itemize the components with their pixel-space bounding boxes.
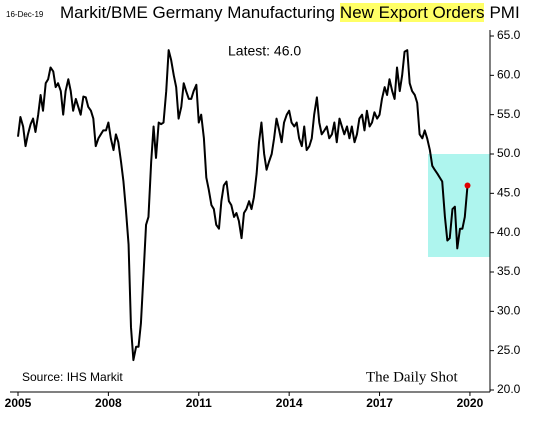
y-tick-label: 30.0 xyxy=(497,304,521,318)
title-part: PMI xyxy=(489,3,520,22)
y-tick-label: 40.0 xyxy=(497,225,521,239)
y-tick-label: 25.0 xyxy=(497,343,521,357)
y-tick-label: 35.0 xyxy=(497,264,521,278)
y-tick-label: 55.0 xyxy=(497,107,521,121)
x-tick-label: 2017 xyxy=(366,396,393,410)
y-tick-label: 20.0 xyxy=(497,382,521,396)
title-highlight: New Export Orders xyxy=(339,3,485,22)
source: Source: IHS Markit xyxy=(22,370,123,384)
y-tick-label: 60.0 xyxy=(497,68,521,82)
date: 16-Dec-19 xyxy=(6,10,44,19)
x-tick-label: 2014 xyxy=(276,396,303,410)
y-tick-label: 50.0 xyxy=(497,146,521,160)
series-line xyxy=(17,49,469,362)
brand: The Daily Shot xyxy=(366,369,458,385)
annotation: Latest: 46.0 xyxy=(228,43,301,59)
x-tick-label: 2011 xyxy=(186,396,212,410)
x-tick-label: 2020 xyxy=(457,396,484,410)
latest-marker xyxy=(464,182,471,189)
y-tick-label: 65.0 xyxy=(497,28,521,42)
x-tick-label: 2008 xyxy=(95,396,122,410)
y-tick-label: 45.0 xyxy=(497,186,521,200)
chart-title: Markit/BME Germany Manufacturing New Expo… xyxy=(60,3,525,23)
x-tick-label: 2005 xyxy=(5,396,32,410)
title-part: Markit/BME Germany Manufacturing xyxy=(60,3,335,22)
